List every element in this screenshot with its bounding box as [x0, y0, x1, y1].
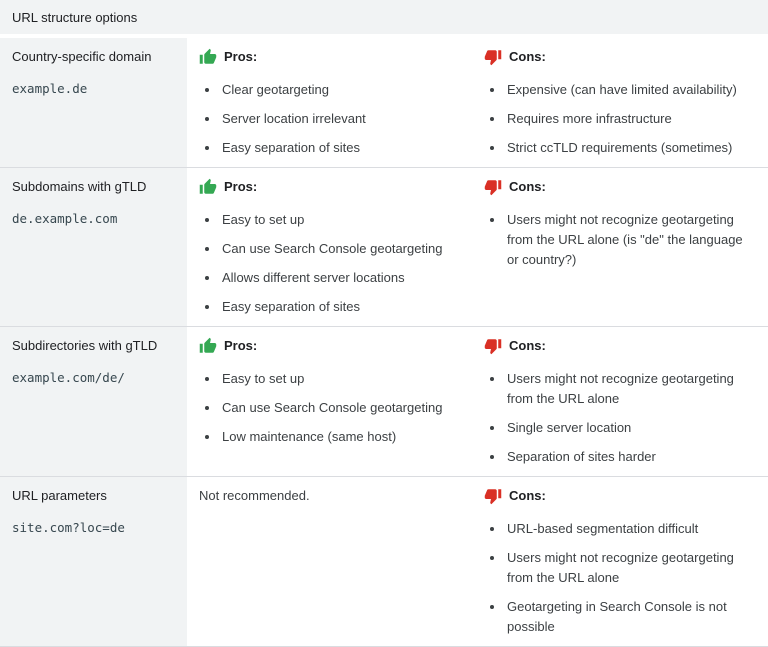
pros-list: Easy to set up Can use Search Console geo…	[199, 369, 460, 447]
cons-cell: Cons: Expensive (can have limited availa…	[472, 38, 768, 167]
cons-label: Cons:	[509, 488, 546, 503]
pros-item: Easy separation of sites	[220, 297, 460, 317]
pros-label: Pros:	[224, 338, 258, 353]
thumb-up-icon	[199, 178, 217, 196]
pros-item: Can use Search Console geotargeting	[220, 239, 460, 259]
cons-list: Users might not recognize geotargeting f…	[484, 210, 756, 270]
pros-cell: Not recommended.	[187, 477, 472, 646]
cons-header: Cons:	[484, 486, 756, 506]
option-name: Subdomains with gTLD	[12, 179, 147, 194]
pros-label: Pros:	[224, 49, 258, 64]
cons-list: Users might not recognize geotargeting f…	[484, 369, 756, 467]
pros-cell: Pros: Clear geotargeting Server location …	[187, 38, 472, 167]
table-title: URL structure options	[12, 9, 138, 25]
thumb-up-icon	[199, 48, 217, 66]
pros-item: Easy to set up	[220, 369, 460, 389]
cons-header: Cons:	[484, 177, 756, 197]
cons-label: Cons:	[509, 49, 546, 64]
pros-cell: Pros: Easy to set up Can use Search Conso…	[187, 168, 472, 326]
pros-header: Pros:	[199, 336, 460, 356]
example-url: site.com?loc=de	[12, 520, 125, 535]
cons-item: Geotargeting in Search Console is not po…	[505, 597, 756, 637]
thumb-down-icon	[484, 48, 502, 66]
thumb-down-icon	[484, 337, 502, 355]
cons-item: Single server location	[505, 418, 756, 438]
pros-cell: Pros: Easy to set up Can use Search Conso…	[187, 327, 472, 476]
cons-item: Expensive (can have limited availability…	[505, 80, 756, 100]
option-name: URL parameters	[12, 488, 107, 503]
option-cell: Subdomains with gTLD de.example.com	[0, 168, 187, 326]
pros-item: Can use Search Console geotargeting	[220, 398, 460, 418]
cons-list: URL-based segmentation difficult Users mi…	[484, 519, 756, 637]
cons-label: Cons:	[509, 338, 546, 353]
example-url: example.com/de/	[12, 370, 125, 385]
pros-header: Pros:	[199, 47, 460, 67]
pros-item: Low maintenance (same host)	[220, 427, 460, 447]
pros-item: Clear geotargeting	[220, 80, 460, 100]
pros-list: Clear geotargeting Server location irrele…	[199, 80, 460, 158]
cons-cell: Cons: Users might not recognize geotarge…	[472, 327, 768, 476]
thumb-up-icon	[199, 337, 217, 355]
example-url: de.example.com	[12, 211, 118, 226]
pros-header: Pros:	[199, 177, 460, 197]
thumb-down-icon	[484, 178, 502, 196]
table-row: URL parameters site.com?loc=de Not recom…	[0, 476, 768, 646]
cons-item: Strict ccTLD requirements (sometimes)	[505, 138, 756, 158]
pros-item: Easy separation of sites	[220, 138, 460, 158]
cons-item: Separation of sites harder	[505, 447, 756, 467]
pros-label: Pros:	[224, 179, 258, 194]
cons-cell: Cons: Users might not recognize geotarge…	[472, 168, 768, 326]
table-row: Subdomains with gTLD de.example.com Pros…	[0, 167, 768, 326]
option-cell: URL parameters site.com?loc=de	[0, 477, 187, 646]
option-cell: Subdirectories with gTLD example.com/de/	[0, 327, 187, 476]
example-url: example.de	[12, 81, 88, 96]
option-cell: Country-specific domain example.de	[0, 38, 187, 167]
cons-item: URL-based segmentation difficult	[505, 519, 756, 539]
thumb-down-icon	[484, 487, 502, 505]
cons-list: Expensive (can have limited availability…	[484, 80, 756, 158]
cons-header: Cons:	[484, 336, 756, 356]
cons-label: Cons:	[509, 179, 546, 194]
cons-header: Cons:	[484, 47, 756, 67]
pros-list: Easy to set up Can use Search Console geo…	[199, 210, 460, 317]
cons-item: Requires more infrastructure	[505, 109, 756, 129]
table-row: Subdirectories with gTLD example.com/de/…	[0, 326, 768, 476]
cons-cell: Cons: URL-based segmentation difficult Us…	[472, 477, 768, 646]
pros-item: Allows different server locations	[220, 268, 460, 288]
table-body: Country-specific domain example.de Pros:…	[0, 38, 768, 646]
cons-item: Users might not recognize geotargeting f…	[505, 369, 756, 409]
table-row: Country-specific domain example.de Pros:…	[0, 38, 768, 167]
table-header: URL structure options	[0, 0, 768, 38]
pros-item: Server location irrelevant	[220, 109, 460, 129]
cons-item: Users might not recognize geotargeting f…	[505, 548, 756, 588]
option-name: Country-specific domain	[12, 49, 152, 64]
pros-item: Easy to set up	[220, 210, 460, 230]
option-name: Subdirectories with gTLD	[12, 338, 158, 353]
cons-item: Users might not recognize geotargeting f…	[505, 210, 756, 270]
pros-note: Not recommended.	[199, 488, 310, 503]
